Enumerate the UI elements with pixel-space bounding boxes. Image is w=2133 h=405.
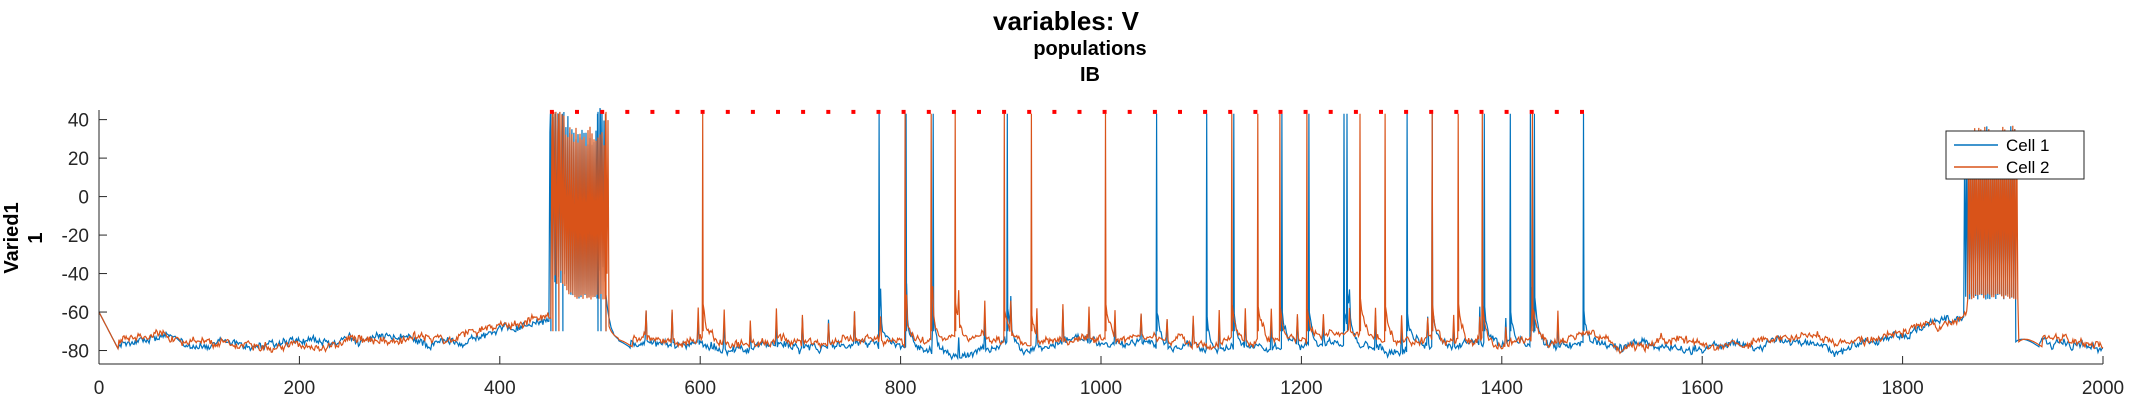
raster-marker [1077, 109, 1082, 114]
raster-marker [826, 109, 831, 114]
legend-label-cell-1: Cell 1 [2006, 136, 2049, 155]
y-tick-label: 0 [78, 188, 89, 209]
raster-marker [1027, 109, 1032, 114]
raster-marker [1404, 109, 1409, 114]
x-tick-label: 400 [484, 378, 516, 399]
raster-marker [801, 109, 806, 114]
raster-marker [901, 109, 906, 114]
raster-marker [1127, 109, 1132, 114]
raster-marker [1353, 109, 1358, 114]
raster-marker [625, 109, 630, 114]
raster-marker [1580, 109, 1584, 114]
raster-marker [1328, 109, 1333, 114]
raster-marker [1203, 109, 1208, 114]
raster-marker [1379, 109, 1383, 114]
y-axis-label-line-2: 1 [25, 232, 47, 243]
raster-marker [776, 109, 780, 114]
raster-marker [549, 109, 554, 114]
raster-marker [650, 109, 655, 114]
raster-marker [1152, 109, 1157, 114]
x-tick-label: 1400 [1481, 378, 1523, 399]
x-tick-label: 200 [284, 378, 316, 399]
raster-marker [977, 109, 981, 114]
legend: Cell 1 Cell 2 [1945, 130, 2085, 180]
raster-marker [1303, 109, 1308, 114]
title-line-1: variables: V [993, 6, 1140, 36]
raster-marker [1228, 109, 1233, 114]
y-tick-label: -60 [62, 303, 89, 324]
raster-marker [876, 109, 881, 114]
x-tick-label: 800 [885, 378, 917, 399]
y-tick-label: -20 [62, 226, 89, 247]
axes [98, 110, 2104, 365]
x-tick-label: 1200 [1280, 378, 1322, 399]
raster-marker [851, 109, 856, 114]
raster-marker [700, 109, 705, 114]
series-line-2 [98, 111, 2104, 355]
raster-marker [1429, 109, 1434, 114]
y-tick-label: 40 [68, 111, 89, 132]
raster-marker [575, 109, 579, 114]
raster-marker [926, 109, 931, 114]
x-tick-label: 1800 [1881, 378, 1923, 399]
y-tick-label: 20 [68, 149, 89, 170]
raster-marker [675, 109, 680, 114]
raster-marker [1052, 109, 1057, 114]
raster-marker [600, 109, 605, 114]
raster-marker [1454, 109, 1459, 114]
y-tick-label: -80 [62, 342, 89, 363]
legend-box [1945, 130, 2085, 180]
title-line-3: IB [1080, 64, 1100, 86]
y-axis-label: Varied1 1 [1, 202, 47, 273]
x-tick-label: 600 [684, 378, 716, 399]
raster-marker [725, 109, 730, 114]
raster-marker [1253, 109, 1258, 114]
series-line-1 [98, 108, 2104, 361]
raster-marker [1529, 109, 1534, 114]
legend-label-cell-2: Cell 2 [2006, 158, 2049, 177]
trace-group [98, 108, 2104, 361]
y-tick-labels: 40 20 0 -20 -40 -60 -80 [62, 111, 89, 363]
raster-marker [750, 109, 755, 114]
title-line-2: populations [1033, 38, 1146, 60]
raster-marker [951, 109, 956, 114]
raster-marker [1554, 109, 1559, 114]
raster-marker [1102, 109, 1107, 114]
raster-marker [1504, 109, 1509, 114]
x-tick-label: 1000 [1080, 378, 1122, 399]
x-tick-label: 1600 [1681, 378, 1723, 399]
x-tick-label: 2000 [2082, 378, 2124, 399]
y-tick-label: -40 [62, 265, 89, 286]
raster-marker [1479, 109, 1484, 114]
raster-marker [1178, 109, 1182, 114]
chart-title: variables: V populations IB [993, 6, 1147, 86]
raster-marker [1002, 109, 1007, 114]
x-tick-label: 0 [94, 378, 105, 399]
raster-marker-group [549, 109, 1584, 114]
y-axis-label-line-1: Varied1 [1, 202, 23, 273]
raster-marker [1278, 109, 1283, 114]
x-tick-labels: 0 200 400 600 800 1000 1200 1400 1600 1800 2000 [94, 378, 2124, 399]
